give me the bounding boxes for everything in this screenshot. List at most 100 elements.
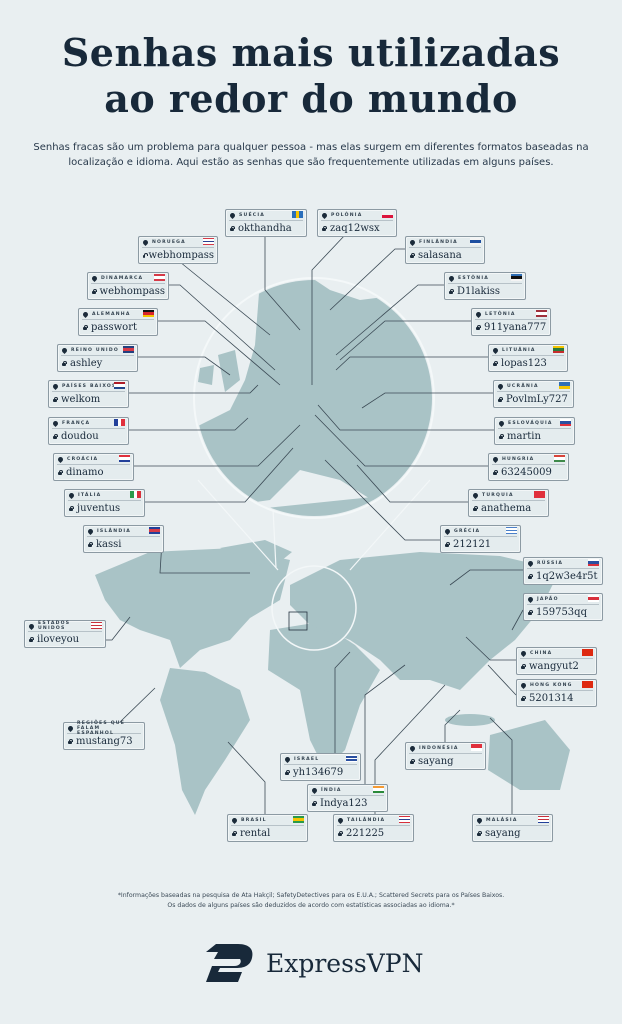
lock-icon	[477, 830, 482, 836]
country-name: Rússia	[537, 560, 564, 566]
password-card-eslovaquia: Eslováquia martin	[494, 417, 575, 445]
leader-line-franca	[127, 417, 249, 431]
country-name: Eslováquia	[508, 420, 553, 426]
lock-icon	[88, 541, 93, 547]
leader-line-finlandia	[329, 248, 405, 311]
leader-line-malasia	[489, 717, 513, 814]
password-value: Indya123	[320, 798, 368, 809]
country-name: Dinamarca	[101, 275, 144, 281]
country-name: Suécia	[239, 212, 266, 218]
flag-icon	[119, 455, 130, 462]
country-name: Indonésia	[419, 745, 459, 751]
leader-line-indonesia	[444, 709, 461, 742]
brand-name: ExpressVPN	[266, 948, 424, 978]
flag-icon	[143, 310, 154, 317]
password-value: mustang73	[76, 736, 133, 747]
subtitle: Senhas fracas são um problema para qualq…	[33, 142, 589, 168]
lock-icon	[521, 695, 526, 701]
flag-icon	[203, 238, 214, 246]
map-pin-icon	[519, 649, 528, 657]
password-card-franca: França doudou	[48, 417, 129, 445]
lock-icon	[312, 800, 317, 806]
expressvpn-logo-mark-icon	[206, 944, 253, 982]
leader-line-brasil	[227, 741, 266, 814]
leader-line-polonia	[311, 234, 346, 385]
leader-line-suecia	[264, 235, 301, 331]
leader-line-turquia	[356, 464, 468, 503]
map-pin-icon	[526, 595, 535, 603]
map-pin-icon	[443, 527, 452, 535]
password-card-noruega: Noruega webhompass	[138, 236, 218, 264]
flag-icon	[534, 491, 545, 498]
flag-icon	[560, 419, 571, 426]
leader-line-india	[364, 664, 406, 784]
country-name: Itália	[78, 492, 102, 498]
country-name: Índia	[321, 787, 342, 793]
password-value: 212121	[453, 539, 492, 550]
country-name: Hungria	[502, 456, 535, 462]
lock-icon	[521, 663, 526, 669]
lock-icon	[29, 636, 34, 642]
password-card-dinamarca: Dinamarca webhompass	[87, 272, 169, 300]
footnote-line-2: Os dados de alguns países são deduzidos …	[167, 902, 455, 909]
country-name: Regiões que falam espanhol	[77, 720, 126, 736]
flag-icon	[114, 382, 125, 389]
country-name: Ucrânia	[507, 383, 539, 389]
lock-icon	[232, 830, 237, 836]
map-pin-icon	[526, 559, 535, 567]
password-value: okthandha	[238, 223, 292, 234]
map-pin-icon	[60, 346, 69, 354]
map-pin-icon	[81, 310, 90, 318]
flag-icon	[506, 527, 517, 535]
lock-icon	[338, 830, 343, 836]
footnote-line-1: *Informações baseadas na pesquisa de Ata…	[117, 892, 505, 899]
leader-line-regioes-espanhol	[119, 687, 156, 723]
flag-icon	[554, 455, 565, 462]
password-value: 221225	[346, 828, 385, 839]
flag-icon	[553, 346, 564, 353]
leader-line-china	[465, 636, 516, 661]
password-value: ashley	[70, 358, 103, 369]
map-pin-icon	[497, 419, 506, 427]
leader-line-hong-kong	[487, 664, 517, 696]
password-card-hong-kong: Hong Kong 5201314	[516, 679, 597, 707]
password-card-reino-unido: Reino Unido ashley	[57, 344, 138, 372]
flag-icon	[91, 622, 102, 630]
flag-icon	[346, 755, 357, 763]
lock-icon	[476, 324, 481, 330]
password-card-suecia: Suécia okthandha	[225, 209, 307, 237]
password-value: martin	[507, 431, 541, 442]
map-pin-icon	[496, 382, 505, 390]
country-name: Brasil	[241, 817, 267, 823]
map-pin-icon	[283, 755, 292, 763]
password-value: doudou	[61, 431, 99, 442]
map-pin-icon	[67, 491, 76, 499]
flag-icon	[582, 681, 593, 688]
password-value: rental	[240, 828, 271, 839]
password-value: iloveyou	[37, 634, 80, 645]
country-name: Noruega	[152, 239, 186, 245]
leader-lines	[104, 234, 524, 814]
lock-icon	[69, 505, 74, 511]
leader-line-croacia	[132, 424, 301, 467]
footnote: *Informações baseadas na pesquisa de Ata…	[60, 891, 562, 911]
lock-icon	[230, 225, 235, 231]
country-name: Finlândia	[419, 239, 458, 245]
flag-icon	[149, 527, 160, 534]
password-value: 159753qq	[536, 607, 587, 618]
flag-icon	[292, 211, 304, 218]
flag-icon	[382, 211, 393, 218]
flag-icon	[588, 595, 599, 602]
leader-line-alemanha	[156, 320, 281, 386]
map-pin-icon	[230, 816, 239, 824]
country-name: Letônia	[485, 311, 516, 317]
lock-icon	[493, 469, 498, 475]
password-card-letonia: Letônia 911yana777	[471, 308, 551, 336]
lock-icon	[62, 360, 67, 366]
map-pin-icon	[51, 382, 60, 390]
password-value: PovlmLy727	[506, 394, 568, 405]
title-line-1: Senhas mais utilizadas	[61, 30, 561, 75]
lock-icon	[473, 505, 478, 511]
password-value: lopas123	[501, 358, 547, 369]
flag-icon	[154, 274, 165, 281]
